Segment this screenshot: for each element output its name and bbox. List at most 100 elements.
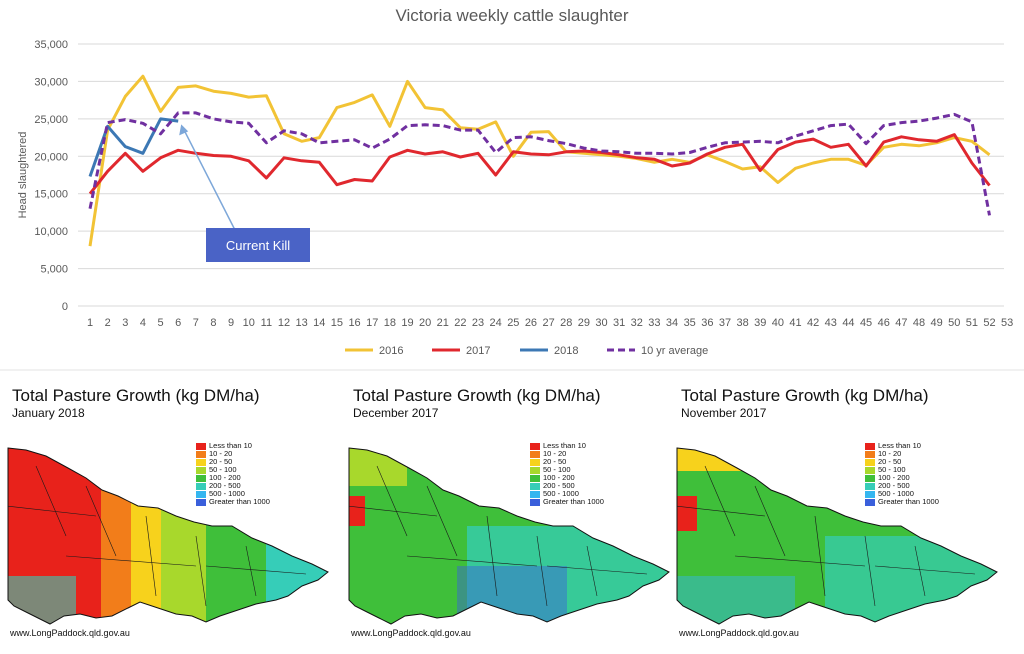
- x-tick-label: 27: [542, 317, 554, 329]
- legend-row: 20 - 50: [530, 458, 604, 466]
- region-boundary: [754, 485, 786, 557]
- x-tick-label: 48: [913, 317, 925, 329]
- legend-range-label: 200 - 500: [878, 481, 910, 490]
- pasture-map: [7, 447, 329, 625]
- state-outline: [348, 447, 670, 625]
- map-source: www.LongPaddock.qld.gov.au: [679, 628, 799, 638]
- legend-color-swatch: [196, 450, 206, 458]
- state-outline: [676, 447, 998, 625]
- x-tick-label: 38: [736, 317, 748, 329]
- legend-row: 500 - 1000: [530, 490, 604, 498]
- legend-row: Greater than 1000: [865, 498, 939, 506]
- legend-row: 50 - 100: [530, 466, 604, 474]
- legend-color-swatch: [530, 482, 540, 490]
- x-tick-label: 21: [437, 317, 449, 329]
- legend-range-label: 20 - 50: [878, 457, 902, 466]
- legend-range-label: Less than 10: [878, 441, 921, 450]
- map-legend: Less than 10 10 - 20 20 - 50 50 - 100 100 - …: [530, 442, 604, 506]
- legend-color-swatch: [865, 466, 875, 474]
- legend-range-label: 200 - 500: [209, 481, 241, 490]
- legend-color-swatch: [865, 482, 875, 490]
- region-boundary: [245, 545, 257, 597]
- region-boundary: [376, 465, 408, 537]
- region-boundary: [586, 545, 598, 597]
- y-tick-label: 0: [62, 301, 68, 313]
- state-outline: [7, 447, 329, 625]
- region-boundary: [914, 545, 926, 597]
- x-tick-label: 53: [1001, 317, 1013, 329]
- annotation-arrowhead: [179, 124, 189, 136]
- legend-color-swatch: [865, 474, 875, 482]
- x-tick-label: 39: [754, 317, 766, 329]
- legend-row: Less than 10: [196, 442, 270, 450]
- legend-row: Greater than 1000: [530, 498, 604, 506]
- map-title: Total Pasture Growth (kg DM/ha): [681, 386, 929, 405]
- legend-range-label: Greater than 1000: [878, 497, 939, 506]
- legend-range-label: 10 - 20: [878, 449, 902, 458]
- legend-row: 500 - 1000: [865, 490, 939, 498]
- legend-label: 10 yr average: [641, 345, 708, 357]
- legend-color-swatch: [196, 474, 206, 482]
- legend-range-label: 50 - 100: [878, 465, 906, 474]
- y-tick-label: 25,000: [34, 114, 68, 126]
- x-tick-label: 50: [948, 317, 960, 329]
- x-tick-label: 11: [261, 317, 272, 329]
- annotation-label: Current Kill: [226, 238, 290, 253]
- legend-color-swatch: [530, 498, 540, 506]
- x-tick-label: 18: [384, 317, 396, 329]
- legend-row: 200 - 500: [865, 482, 939, 490]
- legend-color-swatch: [196, 482, 206, 490]
- legend-color-swatch: [196, 442, 206, 450]
- region-boundary: [205, 565, 307, 575]
- map-title: Total Pasture Growth (kg DM/ha): [353, 386, 601, 405]
- legend-row: 100 - 200: [196, 474, 270, 482]
- y-tick-label: 20,000: [34, 151, 68, 163]
- x-tick-label: 37: [719, 317, 731, 329]
- legend-range-label: Greater than 1000: [209, 497, 270, 506]
- legend-range-label: 100 - 200: [209, 473, 241, 482]
- legend-range-label: Less than 10: [543, 441, 586, 450]
- annotation-box: [206, 228, 310, 262]
- x-tick-label: 49: [931, 317, 943, 329]
- map-legend: Less than 10 10 - 20 20 - 50 50 - 100 100 - …: [865, 442, 939, 506]
- legend-color-swatch: [196, 458, 206, 466]
- y-axis-label: Head slaughtered: [17, 132, 29, 219]
- legend-color-swatch: [530, 466, 540, 474]
- map-legend: Less than 10 10 - 20 20 - 50 50 - 100 100 - …: [196, 442, 270, 506]
- x-tick-label: 28: [560, 317, 572, 329]
- map-subtitle: November 2017: [681, 406, 767, 420]
- x-tick-label: 13: [296, 317, 308, 329]
- legend-color-swatch: [196, 490, 206, 498]
- legend-range-label: Greater than 1000: [543, 497, 604, 506]
- legend-color-swatch: [865, 498, 875, 506]
- x-tick-label: 9: [228, 317, 234, 329]
- legend-range-label: 50 - 100: [543, 465, 571, 474]
- map-color-band: [8, 576, 76, 624]
- series-line-2017: [88, 133, 991, 195]
- map-source: www.LongPaddock.qld.gov.au: [351, 628, 471, 638]
- legend-color-swatch: [865, 450, 875, 458]
- x-tick-label: 16: [348, 317, 360, 329]
- region-boundary: [536, 535, 548, 607]
- x-tick-label: 43: [825, 317, 837, 329]
- legend-row: 200 - 500: [530, 482, 604, 490]
- x-tick-label: 25: [507, 317, 519, 329]
- x-tick-label: 2: [105, 317, 111, 329]
- legend-color-swatch: [865, 490, 875, 498]
- series-line-2016: [88, 74, 991, 247]
- legend-color-swatch: [530, 458, 540, 466]
- x-tick-label: 3: [122, 317, 128, 329]
- x-tick-label: 42: [807, 317, 819, 329]
- legend-range-label: 200 - 500: [543, 481, 575, 490]
- legend-range-label: 20 - 50: [543, 457, 567, 466]
- x-tick-label: 52: [983, 317, 995, 329]
- x-tick-label: 32: [631, 317, 643, 329]
- map-panel-november: Total Pasture Growth (kg DM/ha) November…: [675, 386, 1005, 648]
- legend-row: 50 - 100: [865, 466, 939, 474]
- y-tick-label: 15,000: [34, 189, 68, 201]
- legend-color-swatch: [196, 498, 206, 506]
- chart-title: Victoria weekly cattle slaughter: [395, 6, 629, 25]
- x-tick-label: 35: [684, 317, 696, 329]
- x-tick-label: 41: [789, 317, 801, 329]
- x-tick-label: 4: [140, 317, 146, 329]
